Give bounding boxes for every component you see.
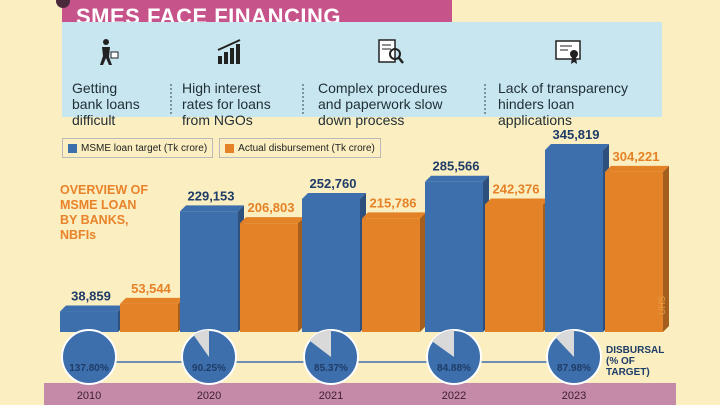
data-label: 285,566 [433, 159, 480, 174]
challenge-text: Getting bank loans difficult [72, 80, 140, 128]
note-line: DISBURSAL [606, 345, 665, 356]
challenge-line: hinders loan [498, 96, 575, 112]
disbursal-pie [61, 329, 117, 385]
bar-target [60, 311, 118, 332]
bar-top [362, 212, 426, 219]
overview-line: BY BANKS, [60, 213, 129, 227]
bar-top [605, 165, 669, 172]
bar-top [240, 217, 304, 224]
disbursal-pie-gap [193, 330, 209, 357]
disbursal-pct-label: 87.98% [557, 363, 591, 374]
year-label: 2023 [562, 390, 586, 402]
year-label: 2020 [197, 390, 221, 402]
legend-swatch [225, 143, 235, 153]
bar-top [545, 144, 609, 150]
bar-top [180, 205, 244, 212]
challenge-text: High interest rates for loans from NGOs [182, 80, 271, 128]
bar-disbursement [605, 171, 663, 332]
year-label: 2022 [442, 390, 466, 402]
data-label: 38,859 [71, 289, 111, 304]
challenge-bank-loans: Getting bank loans difficult [70, 38, 180, 128]
certificate-icon [555, 40, 581, 64]
challenge-line: High interest [182, 80, 261, 96]
bar-top [485, 198, 549, 205]
bar-top [120, 297, 184, 304]
challenge-line: Getting [72, 80, 118, 96]
side-tag: UHS [657, 296, 667, 316]
data-label: 215,786 [370, 195, 417, 210]
bar-target [302, 198, 360, 332]
challenge-line: rates for loans [182, 96, 271, 112]
disbursal-pct-label: 90.25% [192, 363, 226, 374]
data-label: 252,760 [310, 176, 357, 191]
divider [302, 84, 304, 114]
rising-bars-icon [217, 39, 241, 64]
person-walking-away-icon [100, 39, 119, 65]
challenge-line: applications [498, 112, 572, 128]
challenge-line: and paperwork slow [318, 96, 443, 112]
disbursal-pie-gap [555, 330, 574, 357]
challenge-transparency: Lack of transparency hinders loan applic… [496, 38, 656, 128]
challenge-line: Lack of transparency [498, 80, 628, 96]
note-line: TARGET) [606, 367, 650, 378]
overview-line: NBFIs [60, 228, 97, 242]
challenge-line: from NGOs [182, 112, 253, 128]
bar-disbursement [120, 303, 178, 332]
data-label: 229,153 [188, 188, 235, 203]
bar-disbursement [362, 218, 420, 332]
disbursal-pie-gap [309, 330, 331, 357]
challenge-text: Complex procedures and paperwork slow do… [318, 80, 447, 128]
divider [170, 84, 172, 114]
disbursal-pct-label: 84.88% [437, 363, 471, 374]
data-label: 242,376 [493, 181, 540, 196]
bar-disbursement [485, 204, 543, 332]
challenge-line: difficult [72, 112, 116, 128]
bar-target [180, 211, 238, 332]
divider [484, 84, 486, 114]
overview-line: OVERVIEW OF [60, 183, 148, 197]
year-label: 2010 [77, 390, 101, 402]
bar-target [545, 150, 603, 332]
note-line: (% OF [606, 356, 635, 367]
bar-top [60, 305, 124, 312]
bar-top [425, 175, 489, 182]
legend-item-target: MSME loan target (Tk crore) [62, 138, 214, 158]
challenge-procedures: Complex procedures and paperwork slow do… [316, 38, 486, 128]
disbursal-pct-label: 85.37% [314, 363, 348, 374]
data-label: 206,803 [248, 200, 295, 215]
challenge-text: Lack of transparency hinders loan applic… [498, 80, 628, 128]
challenge-line: down process [318, 112, 405, 128]
challenges-panel: Getting bank loans difficult High intere… [62, 22, 662, 128]
legend-item-disbursement: Actual disbursement (Tk crore) [219, 138, 381, 158]
challenge-interest: High interest rates for loans from NGOs [180, 38, 300, 128]
bar-side [663, 165, 669, 332]
chart-legend: MSME loan target (Tk crore) Actual disbu… [62, 138, 381, 158]
overview-line: MSME LOAN [60, 198, 137, 212]
challenge-line: bank loans [72, 96, 140, 112]
legend-label: MSME loan target (Tk crore) [81, 142, 208, 154]
document-search-icon [378, 39, 404, 64]
disbursal-pie-gap [432, 330, 454, 357]
legend-label: Actual disbursement (Tk crore) [238, 142, 375, 154]
year-band [44, 383, 676, 405]
legend-swatch [68, 143, 77, 153]
bar-top [302, 192, 366, 199]
bar-side [420, 212, 426, 332]
data-label: 304,221 [613, 149, 660, 164]
overview-heading: OVERVIEW OF MSME LOAN BY BANKS, NBFIs [60, 183, 160, 243]
year-label: 2021 [319, 390, 343, 402]
challenge-line: Complex procedures [318, 80, 448, 96]
data-label: 53,544 [131, 281, 172, 296]
bar-target [425, 181, 483, 332]
data-label: 345,819 [553, 127, 600, 142]
bar-disbursement [240, 223, 298, 332]
disbursal-note: DISBURSAL (% OF TARGET) [606, 345, 666, 378]
disbursal-pct-label: 137.80% [69, 363, 109, 374]
